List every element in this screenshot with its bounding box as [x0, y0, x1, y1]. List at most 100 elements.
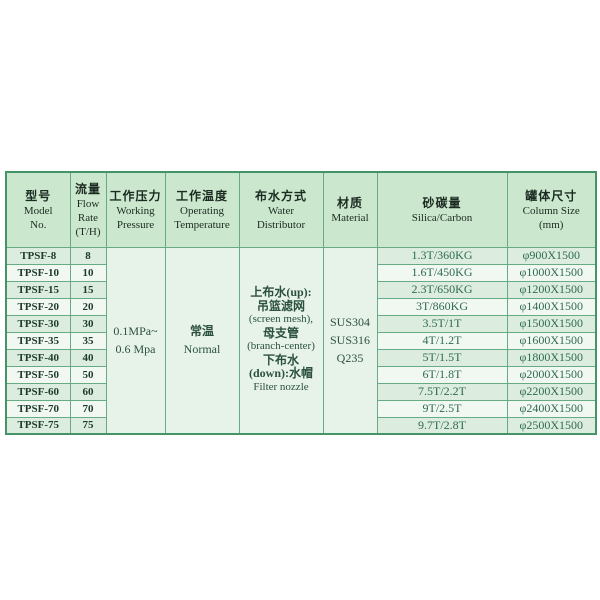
flow-cell: 35	[69, 331, 107, 350]
column-header-size: 罐体尺寸 Column Size (mm)	[506, 171, 597, 248]
flow-cell: 30	[69, 314, 107, 333]
temperature-cell: 常温 Normal	[164, 246, 240, 435]
cell-line: (branch-center)	[247, 340, 315, 353]
flow-cell: 10	[69, 263, 107, 282]
cell-line: Model	[23, 204, 53, 217]
cell-line: Material	[331, 211, 369, 224]
cell-line: Water	[268, 204, 294, 217]
model-cell: TPSF-75	[5, 416, 71, 435]
cell-line: 流量	[74, 181, 101, 196]
column-header-material: 材质 Material	[322, 171, 378, 248]
size-cell: φ1200X1500	[506, 280, 597, 299]
cell-line: 下布水	[262, 352, 299, 367]
model-cell: TPSF-15	[5, 280, 71, 299]
size-cell: φ1500X1500	[506, 314, 597, 333]
cell-line: 型号	[25, 188, 52, 203]
cell-line: Filter nozzle	[253, 380, 309, 393]
spec-table: 型号 Model No. 流量 Flow Rate (T/H) 工作压力 Working Pres…	[5, 171, 597, 435]
table-row: TPSF-50 50 6T/1.8T φ2000X1500	[5, 365, 597, 384]
column-header-model: 型号 Model No.	[5, 171, 71, 248]
model-cell: TPSF-35	[5, 331, 71, 350]
cell-line: Flow	[76, 197, 100, 210]
table-row: TPSF-35 35 4T/1.2T φ1600X1500	[5, 331, 597, 350]
silica-cell: 6T/1.8T	[376, 365, 508, 384]
cell-line: 工作温度	[175, 188, 228, 203]
cell-line: Distributor	[256, 218, 306, 231]
cell-line: 工作压力	[109, 188, 162, 203]
cell-line: (mm)	[539, 218, 564, 231]
cell-line: 吊篮滤网	[256, 298, 305, 313]
cell-line: No.	[30, 218, 47, 231]
flow-cell: 60	[69, 382, 107, 401]
material-cell: SUS304 SUS316 Q235	[322, 246, 378, 435]
cell-line: Pressure	[116, 218, 155, 231]
table-row: TPSF-40 40 5T/1.5T φ1800X1500	[5, 348, 597, 367]
size-cell: φ900X1500	[506, 246, 597, 265]
table-row: TPSF-70 70 9T/2.5T φ2400X1500	[5, 399, 597, 418]
silica-cell: 3T/860KG	[376, 297, 508, 316]
cell-line: 砂碳量	[422, 195, 462, 210]
column-header-pressure: 工作压力 Working Pressure	[105, 171, 166, 248]
flow-cell: 15	[69, 280, 107, 299]
model-cell: TPSF-70	[5, 399, 71, 418]
silica-cell: 2.3T/650KG	[376, 280, 508, 299]
cell-line: SUS304	[329, 315, 370, 330]
model-cell: TPSF-30	[5, 314, 71, 333]
cell-line: 罐体尺寸	[525, 188, 578, 203]
size-cell: φ1400X1500	[506, 297, 597, 316]
silica-cell: 9T/2.5T	[376, 399, 508, 418]
silica-cell: 4T/1.2T	[376, 331, 508, 350]
size-cell: φ2500X1500	[506, 416, 597, 435]
cell-line: Column Size	[522, 204, 580, 217]
cell-line: Q235	[336, 351, 364, 366]
cell-line: Working	[116, 204, 155, 217]
cell-line: Operating	[180, 204, 224, 217]
cell-line: (down):水帽	[248, 366, 313, 381]
pressure-cell: 0.1MPa~ 0.6 Mpa	[105, 246, 166, 435]
flow-cell: 40	[69, 348, 107, 367]
flow-cell: 70	[69, 399, 107, 418]
flow-cell: 50	[69, 365, 107, 384]
flow-cell: 8	[69, 246, 107, 265]
column-header-flow: 流量 Flow Rate (T/H)	[69, 171, 107, 248]
cell-line: SUS316	[329, 333, 370, 348]
cell-line: 上布水(up):	[250, 285, 312, 300]
silica-cell: 9.7T/2.8T	[376, 416, 508, 435]
cell-line: 0.1MPa~	[113, 324, 158, 339]
flow-cell: 75	[69, 416, 107, 435]
silica-cell: 1.3T/360KG	[376, 246, 508, 265]
spec-table-body: TPSF-8 8 0.1MPa~ 0.6 Mpa 常温 Normal 上布水(up): 吊篮滤…	[5, 246, 597, 435]
cell-line: 母支管	[262, 325, 299, 340]
cell-line: 布水方式	[254, 188, 307, 203]
cell-line: 材质	[336, 195, 363, 210]
size-cell: φ2400X1500	[506, 399, 597, 418]
model-cell: TPSF-40	[5, 348, 71, 367]
table-row: TPSF-60 60 7.5T/2.2T φ2200X1500	[5, 382, 597, 401]
column-header-distributor: 布水方式 Water Distributor	[238, 171, 324, 248]
silica-cell: 3.5T/1T	[376, 314, 508, 333]
column-header-silica: 砂碳量 Silica/Carbon	[376, 171, 508, 248]
silica-cell: 5T/1.5T	[376, 348, 508, 367]
table-row: TPSF-20 20 3T/860KG φ1400X1500	[5, 297, 597, 316]
cell-line: 0.6 Mpa	[115, 342, 156, 357]
cell-line: (screen mesh),	[248, 313, 314, 326]
cell-line: (T/H)	[75, 225, 101, 238]
cell-line: Normal	[183, 342, 221, 357]
size-cell: φ2200X1500	[506, 382, 597, 401]
cell-line: Rate	[77, 211, 99, 224]
cell-line: Temperature	[174, 218, 230, 231]
size-cell: φ2000X1500	[506, 365, 597, 384]
model-cell: TPSF-60	[5, 382, 71, 401]
model-cell: TPSF-20	[5, 297, 71, 316]
distributor-cell: 上布水(up): 吊篮滤网 (screen mesh), 母支管 (branch-cen…	[238, 246, 324, 435]
column-header-temperature: 工作温度 Operating Temperature	[164, 171, 240, 248]
model-cell: TPSF-50	[5, 365, 71, 384]
silica-cell: 7.5T/2.2T	[376, 382, 508, 401]
size-cell: φ1000X1500	[506, 263, 597, 282]
cell-line: Silica/Carbon	[411, 211, 473, 224]
table-row: TPSF-10 10 1.6T/450KG φ1000X1500	[5, 263, 597, 282]
silica-cell: 1.6T/450KG	[376, 263, 508, 282]
size-cell: φ1600X1500	[506, 331, 597, 350]
model-cell: TPSF-8	[5, 246, 71, 265]
